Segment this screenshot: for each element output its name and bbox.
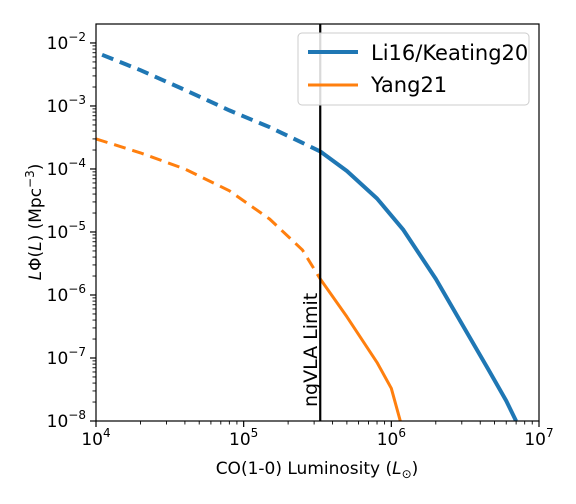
x-axis-label: CO(1-0) Luminosity (L⊙) [216,459,419,481]
series-li16-keating20-below-limit [101,52,322,154]
limit-label: ngVLA Limit [300,293,322,407]
series-li16-keating20-above-limit [319,149,518,421]
x-tick-label: 104 [81,426,110,450]
y-tick-label: 10−6 [47,282,86,306]
legend: Li16/Keating20 Yang21 [297,32,530,106]
y-tick-label: 10−3 [47,93,86,117]
y-axis-label: LΦ(L) (Mpc−3) [23,164,46,281]
ticks-layer: 104 105 106 107 10−8 10−7 10−6 10−5 10−4 10−3 10−2 [47,30,554,450]
y-tick-label: 10−8 [47,408,86,432]
series-layer [96,52,518,421]
y-tick-label: 10−7 [47,345,86,369]
legend-label-yang21: Yang21 [370,73,447,97]
series-yang21-below-limit [96,137,322,280]
x-tick-label: 105 [229,426,258,450]
y-tick-label: 10−5 [47,219,86,243]
y-tick-label: 10−2 [47,30,86,54]
plot-frame [95,23,540,422]
legend-label-li16-keating20: Li16/Keating20 [371,41,528,65]
x-tick-label: 107 [524,426,553,450]
x-tick-label: 106 [377,426,406,450]
y-tick-label: 10−4 [47,156,86,180]
series-yang21-above-limit [318,278,402,421]
